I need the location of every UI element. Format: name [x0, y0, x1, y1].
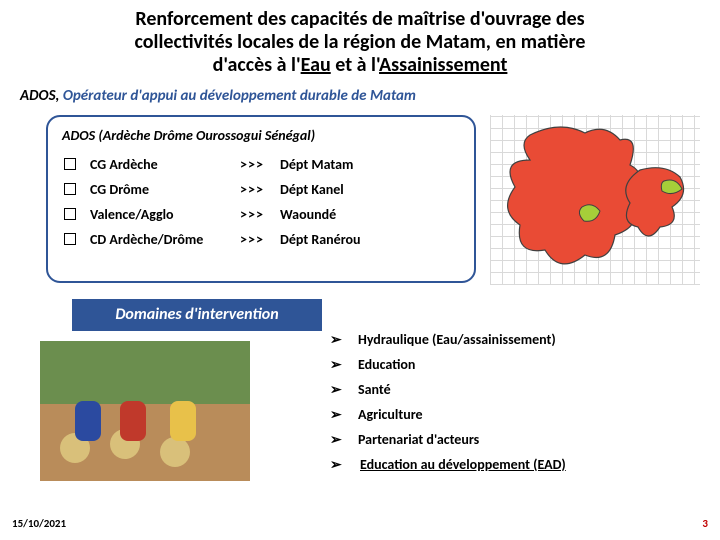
arrow-icon: >>> — [238, 177, 278, 202]
checkbox-icon — [64, 158, 76, 170]
photo-placeholder — [40, 341, 250, 481]
partner-left: CD Ardèche/Drôme — [88, 227, 238, 252]
title-line2: collectivités locales de la région de Ma… — [135, 30, 586, 54]
partner-left: CG Ardèche — [88, 152, 238, 177]
table-row: CG Drôme >>> Dépt Kanel — [62, 177, 460, 202]
list-item: Hydraulique (Eau/assainissement) — [330, 327, 700, 352]
slide: Renforcement des capacités de maîtrise d… — [0, 0, 720, 540]
title-line3b: et à l' — [331, 53, 379, 77]
partner-right: Dépt Matam — [278, 152, 460, 177]
checkbox-icon — [64, 208, 76, 220]
map-svg — [490, 115, 700, 285]
partner-left: Valence/Agglo — [88, 202, 238, 227]
subtitle-s2: Opérateur d'appui au développement durab… — [63, 87, 416, 105]
slide-title: Renforcement des capacités de maîtrise d… — [20, 8, 700, 77]
table-row: CG Ardèche >>> Dépt Matam — [62, 152, 460, 177]
partner-right: Dépt Ranérou — [278, 227, 460, 252]
subtitle: ADOS, Opérateur d'appui au développement… — [20, 87, 700, 105]
org-box: ADOS (Ardèche Drôme Ourossogui Sénégal) … — [46, 115, 476, 283]
photo-person — [120, 401, 146, 441]
arrow-icon: >>> — [238, 152, 278, 177]
title-assainissement: Assainissement — [379, 53, 507, 77]
photo-person — [170, 401, 196, 441]
checkbox-icon — [64, 233, 76, 245]
title-line1: Renforcement des capacités de maîtrise d… — [135, 7, 584, 31]
photo-object — [160, 437, 190, 467]
subtitle-s1: ADOS, — [20, 87, 63, 105]
list-item: Agriculture — [330, 402, 700, 427]
partner-left: CG Drôme — [88, 177, 238, 202]
upper-region: ADOS (Ardèche Drôme Ourossogui Sénégal) … — [20, 115, 700, 285]
map-graphic — [490, 115, 700, 285]
list-item: Education — [330, 352, 700, 377]
domain-list: Hydraulique (Eau/assainissement) Educati… — [330, 327, 700, 477]
map-main-shape — [508, 127, 640, 264]
table-row: Valence/Agglo >>> Waoundé — [62, 202, 460, 227]
arrow-icon: >>> — [238, 202, 278, 227]
table-row: CD Ardèche/Drôme >>> Dépt Ranérou — [62, 227, 460, 252]
section-title: Domaines d'intervention — [72, 299, 322, 331]
title-line3a: d'accès à l' — [213, 53, 301, 77]
map-accent-1 — [626, 168, 684, 236]
partner-right: Dépt Kanel — [278, 177, 460, 202]
list-item: Partenariat d'acteurs — [330, 427, 700, 452]
footer-date: 15/10/2021 — [12, 517, 66, 530]
org-name: ADOS (Ardèche Drôme Ourossogui Sénégal) — [62, 127, 460, 144]
arrow-icon: >>> — [238, 227, 278, 252]
partner-right: Waoundé — [278, 202, 460, 227]
lower-region: Domaines d'intervention Hydraulique (Eau… — [20, 299, 700, 519]
footer-page-number: 3 — [702, 517, 708, 530]
partner-table: CG Ardèche >>> Dépt Matam CG Drôme >>> D… — [62, 152, 460, 252]
checkbox-icon — [64, 183, 76, 195]
photo-person — [75, 401, 101, 441]
title-eau: Eau — [301, 53, 331, 77]
list-item: Santé — [330, 377, 700, 402]
list-item: Education au développement (EAD) — [330, 452, 700, 477]
